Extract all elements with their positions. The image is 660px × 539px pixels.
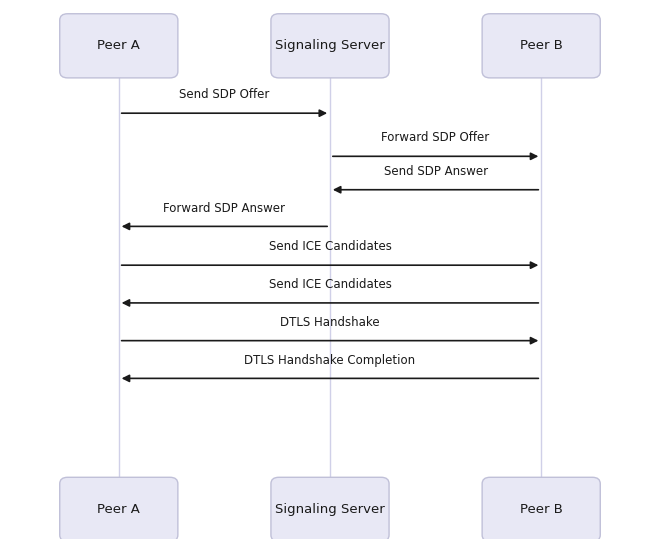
Text: Peer B: Peer B — [520, 503, 562, 516]
FancyBboxPatch shape — [59, 478, 178, 539]
FancyBboxPatch shape — [482, 13, 601, 78]
FancyBboxPatch shape — [482, 478, 601, 539]
Text: Signaling Server: Signaling Server — [275, 503, 385, 516]
Text: Signaling Server: Signaling Server — [275, 39, 385, 52]
Text: DTLS Handshake: DTLS Handshake — [280, 316, 380, 329]
Text: DTLS Handshake Completion: DTLS Handshake Completion — [244, 354, 416, 367]
Text: Forward SDP Offer: Forward SDP Offer — [381, 132, 490, 144]
Text: Send SDP Offer: Send SDP Offer — [180, 88, 269, 101]
Text: Send ICE Candidates: Send ICE Candidates — [269, 240, 391, 253]
Text: Send ICE Candidates: Send ICE Candidates — [269, 278, 391, 291]
Text: Peer B: Peer B — [520, 39, 562, 52]
FancyBboxPatch shape — [271, 478, 389, 539]
Text: Forward SDP Answer: Forward SDP Answer — [164, 202, 285, 215]
Text: Peer A: Peer A — [98, 39, 140, 52]
Text: Peer A: Peer A — [98, 503, 140, 516]
Text: Send SDP Answer: Send SDP Answer — [383, 165, 488, 178]
FancyBboxPatch shape — [271, 13, 389, 78]
FancyBboxPatch shape — [59, 13, 178, 78]
